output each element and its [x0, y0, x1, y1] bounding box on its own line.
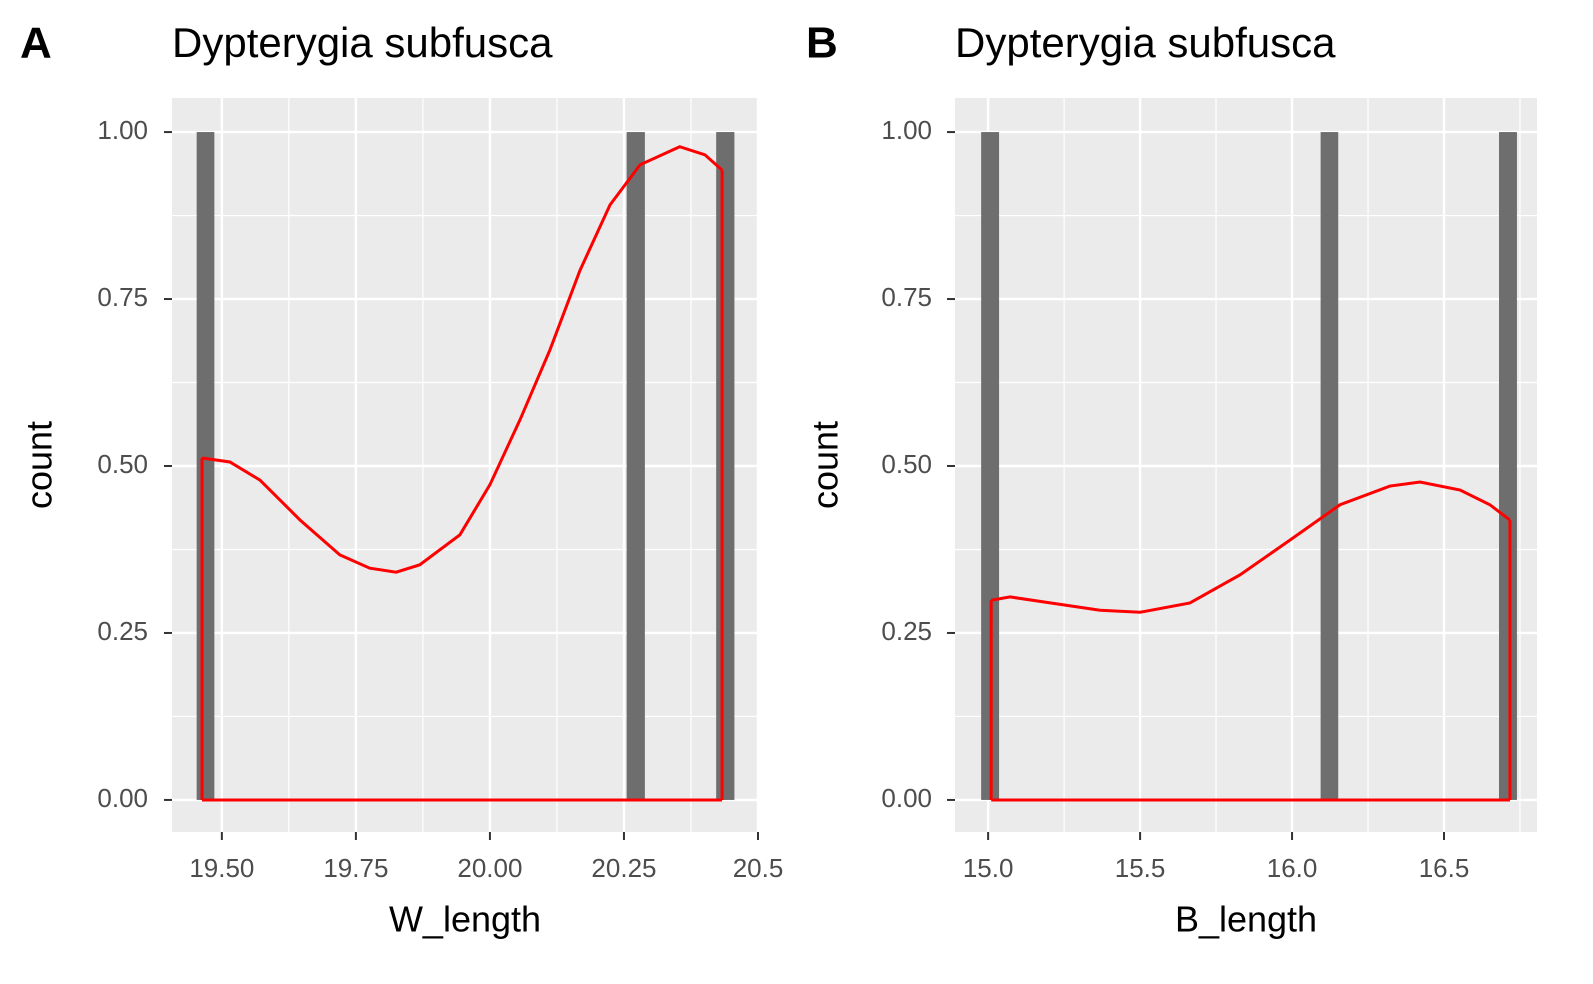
- bar: [196, 132, 215, 800]
- y-tick-label: 1.00: [881, 115, 932, 145]
- y-tick-label: 0.50: [881, 449, 932, 479]
- x-axis-title: W_length: [389, 899, 541, 940]
- density-curve: [201, 145, 724, 574]
- chart-title: Dypterygia subfusca: [172, 19, 553, 66]
- y-tick-label: 0.25: [881, 616, 932, 646]
- bar: [1320, 132, 1339, 800]
- x-tick-label: 19.75: [323, 853, 388, 883]
- y-tick-label: 0.00: [97, 783, 148, 813]
- density-curve: [990, 480, 1511, 614]
- bar: [716, 132, 735, 800]
- y-tick-label: 0.25: [97, 616, 148, 646]
- bar: [626, 132, 645, 800]
- x-axis-title: B_length: [1175, 899, 1317, 940]
- x-tick-label: 15.0: [963, 853, 1014, 883]
- y-axis-title: count: [805, 421, 846, 509]
- chart-title: Dypterygia subfusca: [955, 19, 1336, 66]
- x-tick-label: 20.25: [591, 853, 656, 883]
- bar: [981, 132, 1000, 800]
- y-tick-label: 0.75: [97, 282, 148, 312]
- x-tick-label: 16.5: [1419, 853, 1470, 883]
- x-tick-label: 16.0: [1267, 853, 1318, 883]
- x-tick-label: 20.5: [733, 853, 784, 883]
- x-tick-label: 20.00: [457, 853, 522, 883]
- y-axis-title: count: [19, 421, 60, 509]
- bar: [1499, 132, 1517, 800]
- panel-label: A: [20, 19, 52, 68]
- y-tick-label: 0.75: [881, 282, 932, 312]
- y-tick-label: 0.00: [881, 783, 932, 813]
- panel-label: B: [806, 19, 838, 68]
- x-tick-label: 15.5: [1115, 853, 1166, 883]
- x-tick-label: 19.50: [189, 853, 254, 883]
- y-tick-label: 0.50: [97, 449, 148, 479]
- y-tick-label: 1.00: [97, 115, 148, 145]
